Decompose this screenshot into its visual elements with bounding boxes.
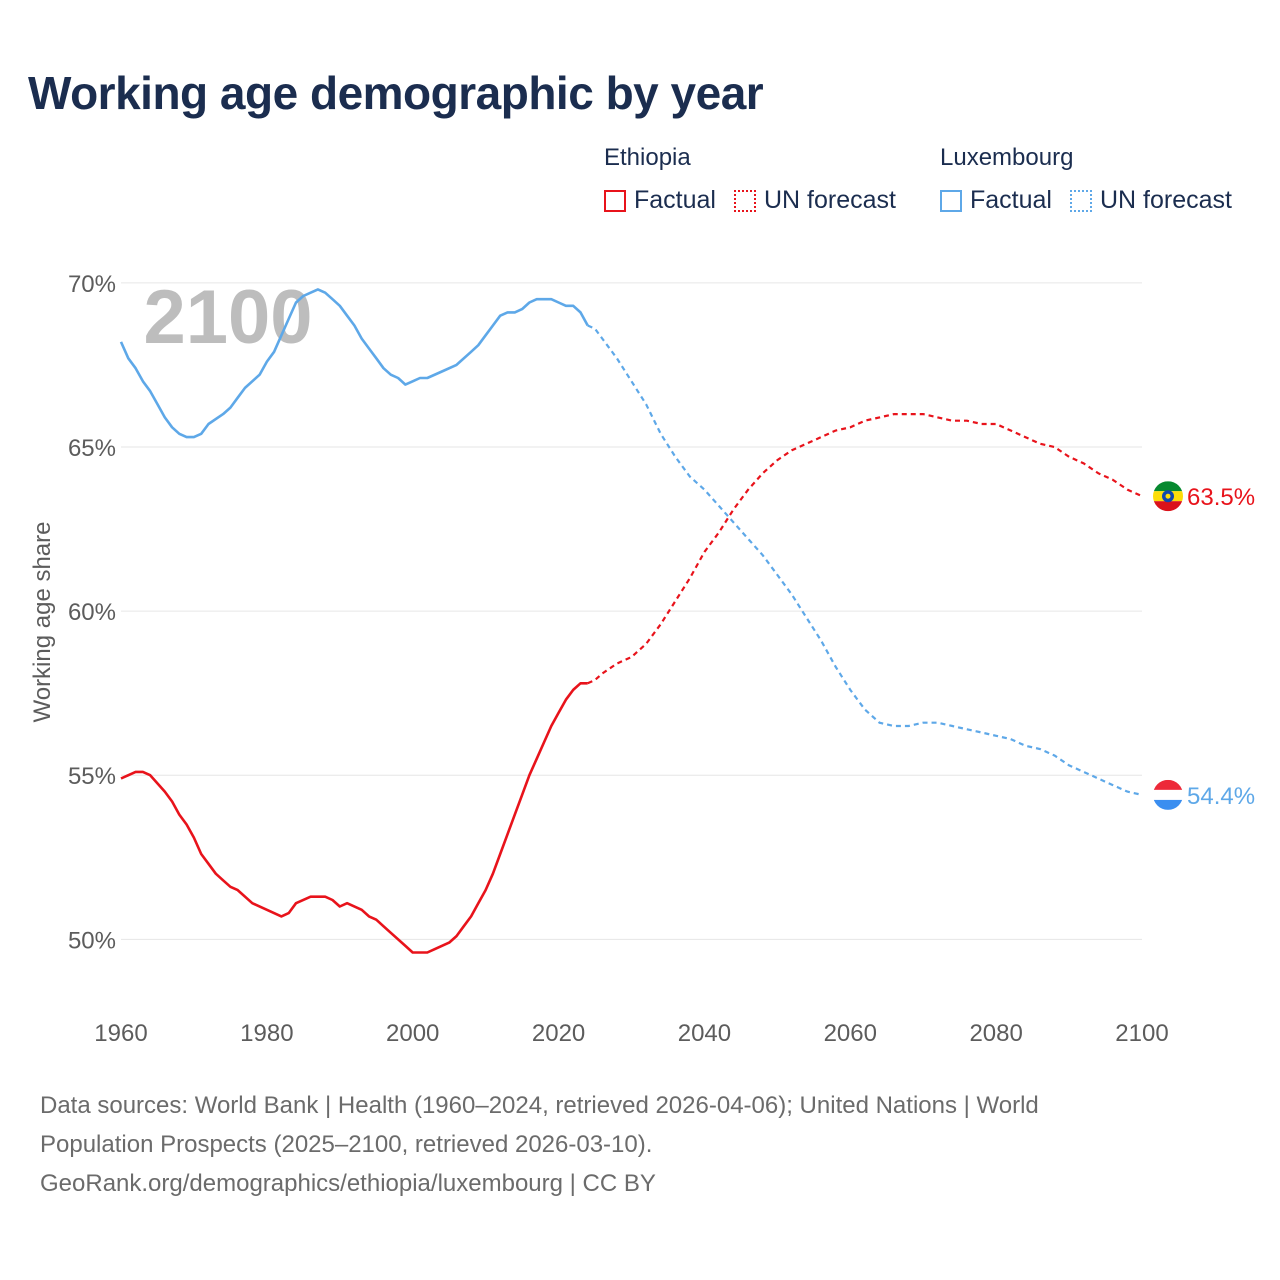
- series-line-luxembourg-factual: [119, 288, 589, 439]
- legend-label-forecast: UN forecast: [763, 186, 896, 214]
- flag-stripe-red: [1153, 501, 1183, 512]
- legend-country-name: Luxembourg: [940, 144, 1074, 171]
- y-tick-label: 60%: [68, 599, 116, 626]
- y-tick-label: 55%: [68, 763, 116, 790]
- legend-swatch-forecast[interactable]: [1069, 189, 1092, 212]
- y-tick-label: 65%: [68, 435, 116, 462]
- y-tick-label: 70%: [68, 271, 116, 298]
- line-chart: 2100 50% 55% 60% 65% 70% 1960 1980 2000 2020 2040…: [29, 271, 1255, 1047]
- flag-stripe-green: [1153, 481, 1183, 492]
- end-value-label: 54.4%: [1187, 783, 1255, 810]
- x-tick-label: 1980: [240, 1020, 293, 1047]
- legend-luxembourg: Luxembourg Factual UN forecast: [940, 144, 1250, 215]
- series-line-luxembourg-forecast: [587, 324, 1143, 796]
- x-tick-label: 1960: [94, 1020, 147, 1047]
- legend-label-factual: Factual: [970, 186, 1052, 214]
- axis-layer: 50% 55% 60% 65% 70% 1960 1980 2000 2020 2040 2060 2…: [68, 271, 1169, 1047]
- ethiopia-flag-icon: [1153, 481, 1183, 512]
- legend-swatch-forecast[interactable]: [733, 189, 756, 212]
- page-title: Working age demographic by year: [28, 67, 764, 119]
- x-tick-label: 2020: [532, 1020, 585, 1047]
- grid-layer: [121, 282, 1142, 940]
- x-tick-label: 2060: [824, 1020, 877, 1047]
- flag-emblem-star: [1165, 493, 1171, 499]
- series-line-ethiopia-factual: [120, 682, 588, 954]
- legend-swatch-factual[interactable]: [940, 189, 962, 212]
- series-line-ethiopia-forecast: [587, 413, 1143, 685]
- sources-line-1: Data sources: World Bank | Health (1960–…: [40, 1092, 1039, 1119]
- flag-stripe-white: [1153, 789, 1183, 800]
- legend-swatch-factual[interactable]: [604, 189, 626, 212]
- year-watermark: 2100: [143, 275, 312, 360]
- data-sources: Data sources: World Bank | Health (1960–…: [40, 1086, 1160, 1203]
- legend-country-name: Ethiopia: [604, 144, 691, 171]
- flag-stripe-red: [1153, 779, 1183, 790]
- y-tick-label: 50%: [68, 927, 116, 954]
- x-tick-label: 2000: [386, 1020, 439, 1047]
- sources-line-2: Population Prospects (2025–2100, retriev…: [40, 1131, 653, 1158]
- endpoint-layer: 63.5% 54.4%: [1153, 481, 1255, 810]
- x-tick-label: 2080: [969, 1020, 1022, 1047]
- y-axis-label: Working age share: [29, 522, 56, 723]
- luxembourg-flag-icon: [1153, 779, 1183, 810]
- end-value-label: 63.5%: [1187, 484, 1255, 511]
- sources-line-3[interactable]: GeoRank.org/demographics/ethiopia/luxemb…: [40, 1170, 656, 1197]
- series-layer: [119, 288, 1143, 954]
- x-tick-label: 2040: [678, 1020, 731, 1047]
- flag-stripes: [1153, 481, 1183, 512]
- legend-label-factual: Factual: [634, 186, 716, 214]
- legend-ethiopia: Ethiopia Factual UN forecast: [604, 144, 914, 215]
- flag-stripe-blue: [1153, 799, 1183, 810]
- flag-stripes: [1153, 779, 1183, 810]
- x-tick-label: 2100: [1115, 1020, 1168, 1047]
- legend-label-forecast: UN forecast: [1099, 186, 1232, 214]
